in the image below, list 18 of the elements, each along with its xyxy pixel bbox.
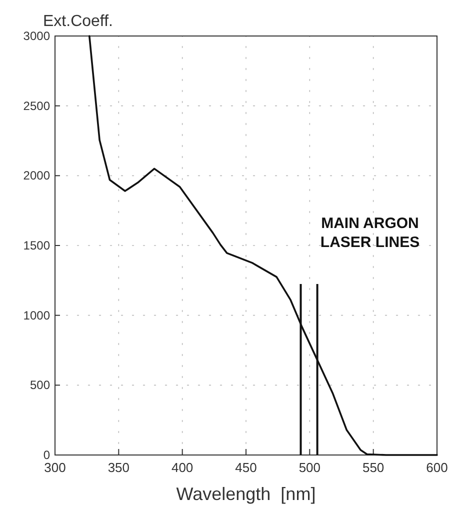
x-axis-title: Wavelength [nm] (176, 484, 316, 504)
y-tick-label: 1000 (23, 308, 50, 322)
y-tick-label: 1500 (23, 238, 50, 252)
y-tick-label: 0 (43, 448, 50, 462)
x-tick-label: 600 (426, 460, 448, 475)
x-tick-label: 450 (235, 460, 257, 475)
x-tick-label: 500 (298, 460, 321, 475)
x-tick-label: 300 (44, 460, 66, 475)
line-series (88, 35, 438, 456)
annotation: MAIN ARGON LASER LINES (320, 215, 420, 251)
y-tick-label: 3000 (23, 29, 50, 43)
y-tick-label: 500 (30, 378, 50, 392)
x-tick-label: 550 (362, 460, 384, 475)
y-tick-label: 2500 (23, 98, 50, 113)
y-axis-title: Ext.Coeff. (43, 13, 113, 30)
y-tick-label: 2000 (23, 168, 50, 183)
x-tick-label: 400 (171, 460, 194, 475)
x-tick-label: 350 (108, 460, 130, 475)
